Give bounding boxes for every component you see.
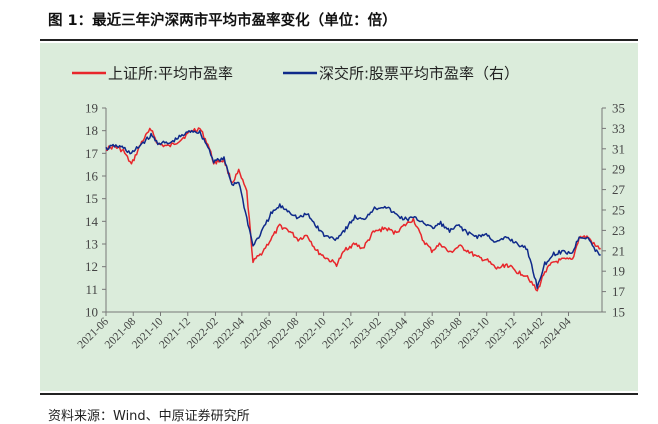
left-tick-label: 19 xyxy=(85,101,98,116)
right-tick-label: 27 xyxy=(612,182,626,197)
left-tick-label: 16 xyxy=(85,169,99,184)
series-lines xyxy=(105,127,601,292)
left-tick-label: 12 xyxy=(85,259,98,274)
right-tick-label: 31 xyxy=(612,141,625,156)
szse-pe-line xyxy=(105,129,601,289)
left-tick-label: 18 xyxy=(85,123,98,138)
chart-area: 上证所:平均市盈率 深交所:股票平均市盈率（右） 10 11 12 13 14 15 16 17… xyxy=(40,43,638,391)
right-tick-label: 29 xyxy=(612,162,625,177)
right-tick-label: 23 xyxy=(612,223,625,238)
left-tick-label: 11 xyxy=(85,282,98,297)
right-tick-label: 33 xyxy=(612,121,625,136)
source-rule xyxy=(40,393,638,395)
figure-title: 图 1：最近三年沪深两市平均市盈率变化（单位：倍） xyxy=(48,13,397,29)
left-tick-label: 14 xyxy=(85,214,99,229)
right-tick-label: 17 xyxy=(612,284,626,299)
right-tick-label: 25 xyxy=(612,203,625,218)
right-tick-label: 19 xyxy=(612,264,625,279)
legend: 上证所:平均市盈率 深交所:股票平均市盈率（右） xyxy=(72,65,519,83)
left-tick-label: 10 xyxy=(85,305,98,320)
legend-label-szse: 深交所:股票平均市盈率（右） xyxy=(319,65,519,83)
right-tick-label: 21 xyxy=(612,243,625,258)
pe-ratio-chart: 上证所:平均市盈率 深交所:股票平均市盈率（右） 10 11 12 13 14 15 16 17… xyxy=(72,65,626,352)
left-tick-label: 13 xyxy=(85,237,98,252)
right-tick-label: 35 xyxy=(612,101,625,116)
source-note: 资料来源：Wind、中原证券研究所 xyxy=(48,409,250,424)
left-tick-label: 15 xyxy=(85,191,98,206)
right-tick-label: 15 xyxy=(612,305,625,320)
sse-pe-line xyxy=(105,127,601,292)
axes: 10 11 12 13 14 15 16 17 18 19 15 17 19 21 23 25 27 29 31 33… xyxy=(76,101,626,352)
title-rule xyxy=(40,39,638,41)
left-tick-label: 17 xyxy=(85,146,99,161)
legend-label-sse: 上证所:平均市盈率 xyxy=(108,65,233,83)
